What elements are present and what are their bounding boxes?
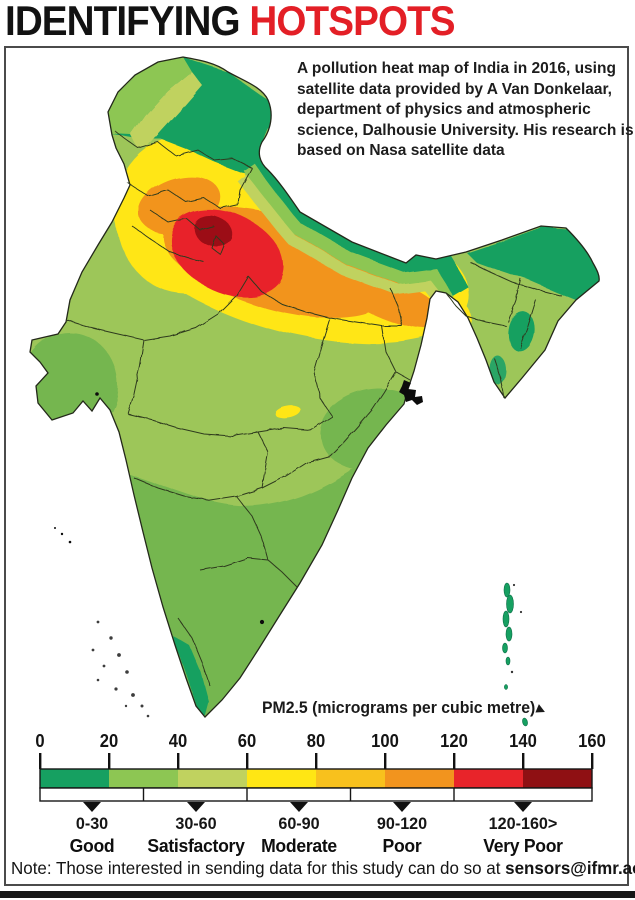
- category-very-poor: 120-160> Very Poor: [483, 814, 563, 856]
- segment-0-20: [40, 769, 109, 788]
- page-title: IDENTIFYING HOTSPOTS: [5, 0, 456, 45]
- tick-label-160: 160: [578, 731, 606, 751]
- kolkata-delta-mark: [399, 380, 423, 405]
- category-marker-icon: [290, 802, 308, 812]
- region-kerala-teal: [173, 636, 209, 717]
- tick-label-100: 100: [371, 731, 399, 751]
- segment-60-80: [247, 769, 316, 788]
- segment-40-60: [178, 769, 247, 788]
- legend-scale: [39, 753, 594, 812]
- category-marker-icon: [514, 802, 532, 812]
- tick-label-60: 60: [237, 731, 257, 751]
- tick-label-40: 40: [168, 731, 188, 751]
- category-good: 0-30 Good: [69, 814, 115, 856]
- segment-120-140: [454, 769, 523, 788]
- tick-label-20: 20: [99, 731, 119, 751]
- segment-140-160: [523, 769, 592, 788]
- region-kashmir-band-light: [108, 57, 192, 136]
- hotspot-core-darkred: [192, 215, 234, 247]
- category-strip: [39, 787, 593, 812]
- band-orange-east: [332, 270, 448, 330]
- tick-label-0: 0: [35, 731, 45, 751]
- category-marker-icon: [187, 802, 205, 812]
- category-moderate: 60-90 Moderate: [261, 814, 337, 856]
- map-description: A pollution heat map of India in 2016, u…: [297, 60, 634, 159]
- title-red: HOTSPOTS: [249, 0, 455, 44]
- category-satisfactory: 30-60 Satisfactory: [147, 814, 245, 856]
- segment-80-100: [316, 769, 385, 788]
- contact-email-link[interactable]: sensors@ifmr.ac.in: [505, 858, 635, 878]
- region-arunachal-teal: [466, 226, 600, 300]
- band-himalaya-pale: [237, 174, 449, 310]
- bottom-rule: [0, 891, 635, 898]
- region-kashmir-band-pale: [132, 72, 203, 148]
- segment-20-40: [109, 769, 178, 788]
- pondicherry-mark: [259, 619, 265, 625]
- speck-central-yellow: [275, 405, 301, 419]
- band-himalaya-light: [242, 162, 456, 306]
- india-outline: [29, 56, 600, 718]
- scale-colorbar: [39, 768, 593, 789]
- tick-label-80: 80: [306, 731, 326, 751]
- category-marker-icon: [83, 802, 101, 812]
- tick-label-140: 140: [509, 731, 537, 751]
- footnote: Note: Those interested in sending data f…: [11, 858, 635, 879]
- segment-100-120: [385, 769, 454, 788]
- unit-label: PM2.5 (micrograms per cubic metre)▶: [262, 698, 547, 718]
- tick-label-120: 120: [440, 731, 468, 751]
- scale-ticks: [39, 753, 594, 769]
- category-marker-icon: [393, 802, 411, 812]
- title-black: IDENTIFYING: [5, 0, 241, 44]
- content-frame: [4, 46, 629, 886]
- region-ne-hills-teal: [508, 312, 536, 352]
- black-marks: [54, 380, 423, 625]
- footnote-text: Note: Those interested in sending data f…: [11, 858, 506, 878]
- category-poor: 90-120 Poor: [376, 814, 428, 856]
- andaman-islands: [502, 582, 528, 727]
- lakshadweep-islands: [91, 620, 150, 718]
- mumbai-mark: [95, 392, 99, 396]
- state-borders: [65, 131, 563, 687]
